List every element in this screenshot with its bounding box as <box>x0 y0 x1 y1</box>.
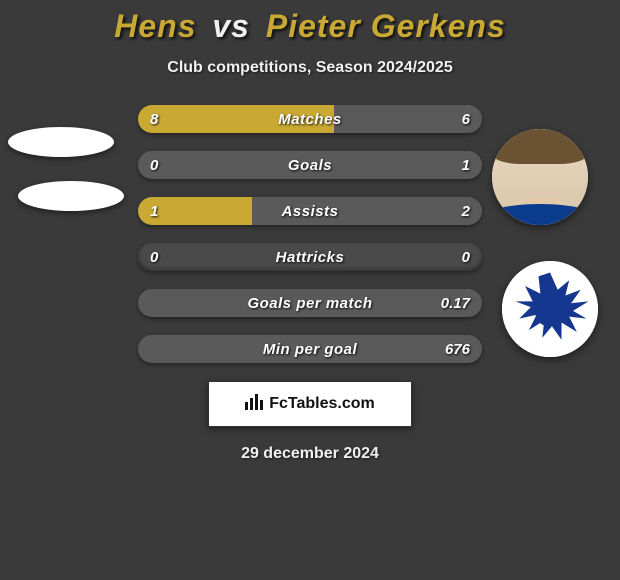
stat-value-left: 0 <box>150 151 158 179</box>
comparison-bars: Matches86Goals01Assists12Hattricks00Goal… <box>138 105 482 363</box>
stat-label: Goals <box>138 151 482 179</box>
stat-row: Min per goal676 <box>138 335 482 363</box>
stat-value-right: 0 <box>462 243 470 271</box>
stat-row: Goals0 1 <box>138 151 482 179</box>
page-title: Hens vs Pieter Gerkens <box>0 0 620 45</box>
stat-row: Hattricks0 0 <box>138 243 482 271</box>
left-placeholder-1 <box>8 127 114 157</box>
source-badge-text: FcTables.com <box>269 395 375 413</box>
stat-value-right: 0.17 <box>441 289 470 317</box>
stat-value-right: 1 <box>462 151 470 179</box>
title-right: Pieter Gerkens <box>266 8 506 44</box>
stat-value-right: 6 <box>462 105 470 133</box>
left-placeholder-2 <box>18 181 124 211</box>
stat-row: Assists1 2 <box>138 197 482 225</box>
stat-row: Goals per match0.17 <box>138 289 482 317</box>
stat-value-right: 2 <box>462 197 470 225</box>
footer-date: 29 december 2024 <box>0 445 620 463</box>
content-area: Matches86Goals01Assists12Hattricks00Goal… <box>0 105 620 463</box>
title-vs: vs <box>212 8 250 44</box>
stat-label: Hattricks <box>138 243 482 271</box>
stat-value-left: 1 <box>150 197 158 225</box>
comparison-card: Hens vs Pieter Gerkens Club competitions… <box>0 0 620 580</box>
avatar-face-placeholder <box>492 129 588 225</box>
team-logo-right <box>502 261 598 357</box>
indian-head-icon <box>502 261 598 357</box>
stat-row: Matches8 6 <box>138 105 482 133</box>
stat-label: Goals per match <box>138 289 482 317</box>
stat-label: Min per goal <box>138 335 482 363</box>
stat-label: Assists <box>138 197 482 225</box>
title-left: Hens <box>114 8 196 44</box>
stat-value-right: 676 <box>445 335 470 363</box>
subtitle: Club competitions, Season 2024/2025 <box>0 59 620 77</box>
bar-chart-icon <box>245 394 263 415</box>
source-badge: FcTables.com <box>208 381 412 427</box>
stat-value-left: 0 <box>150 243 158 271</box>
stat-label: Matches <box>138 105 482 133</box>
stat-value-left: 8 <box>150 105 158 133</box>
player-avatar-right <box>492 129 588 225</box>
